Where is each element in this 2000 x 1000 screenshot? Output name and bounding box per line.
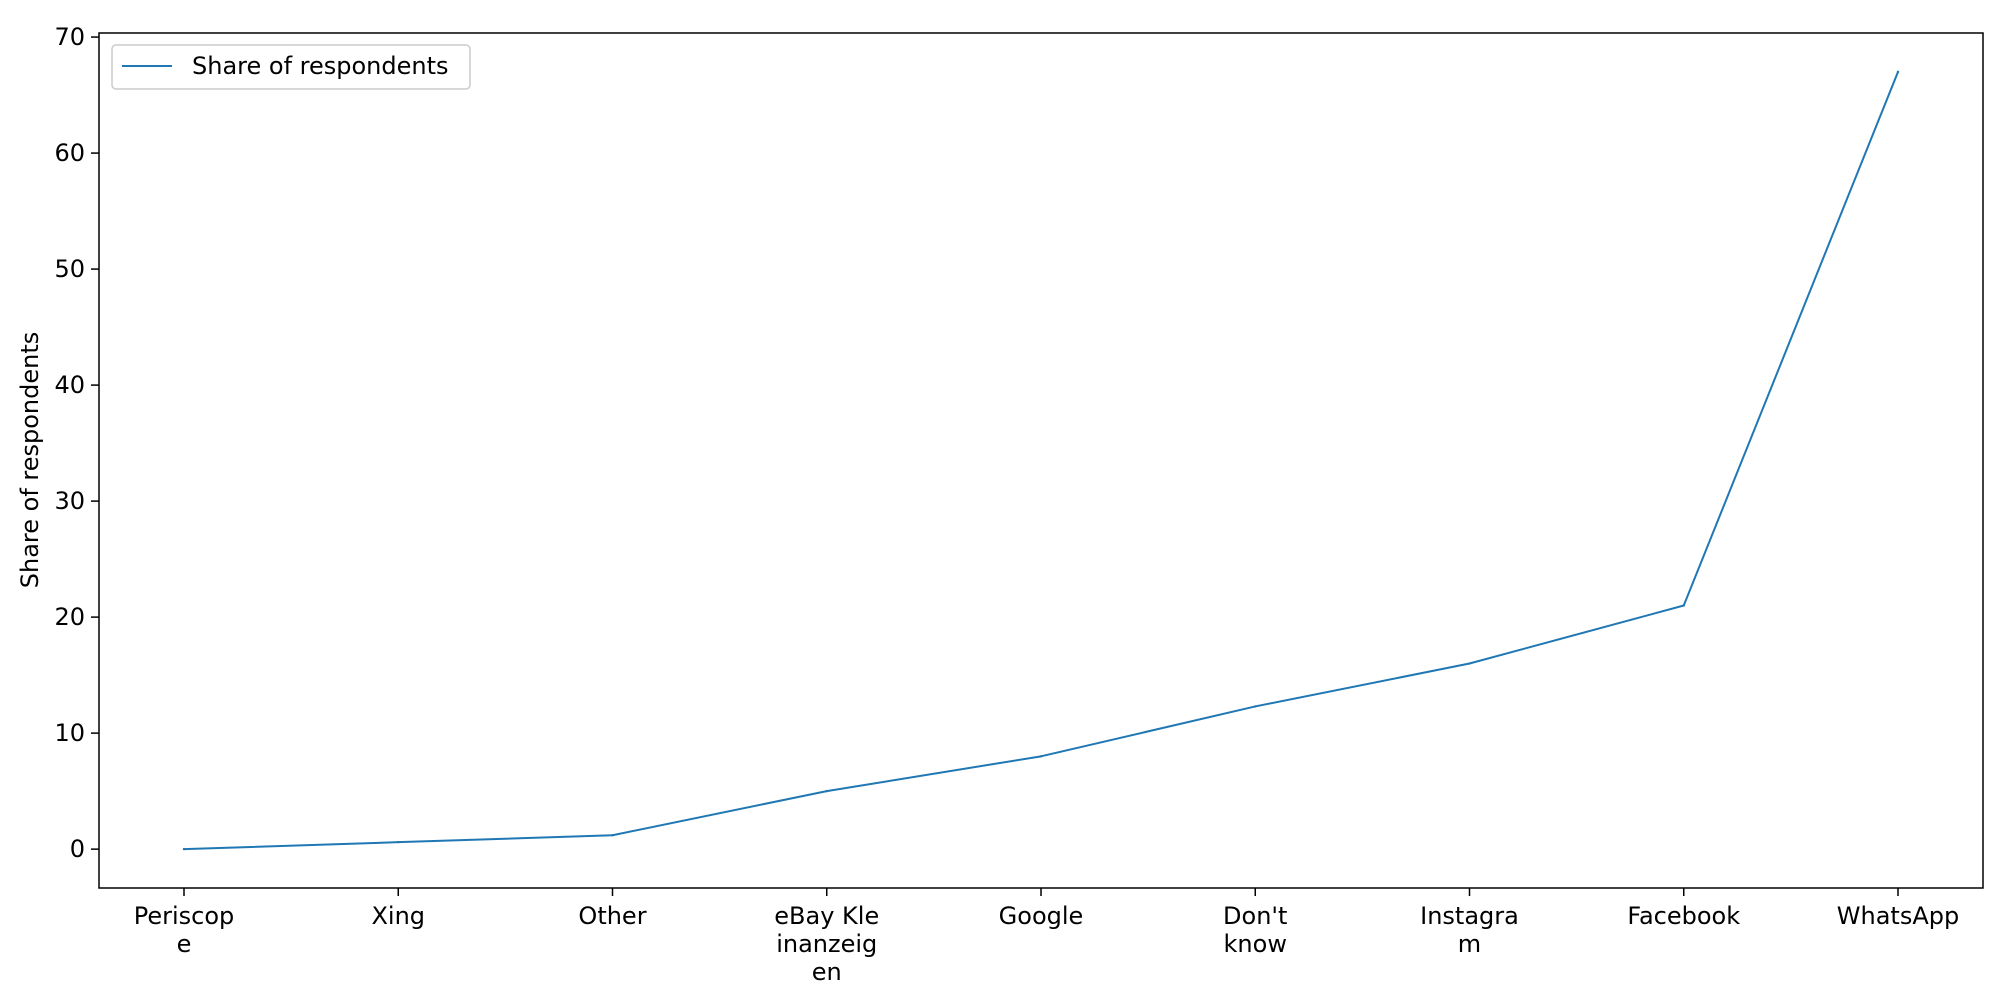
data-point <box>1468 662 1471 665</box>
x-tick-label: Xing <box>371 902 425 930</box>
x-tick-label: WhatsApp <box>1837 902 1959 930</box>
data-point <box>397 840 400 844</box>
plot-border <box>98 32 1984 889</box>
y-tick-label: 20 <box>54 603 85 631</box>
data-point <box>182 847 186 851</box>
x-tick-label: Facebook <box>1627 902 1740 930</box>
x-tick-label: Google <box>999 902 1084 930</box>
y-tick-label: 30 <box>54 487 85 515</box>
series-layer <box>182 70 1900 851</box>
plot-frame <box>98 32 1984 889</box>
x-axis-ticks: Periscop e Xing Other eBay Kle inanzeig en Goog… <box>134 888 1959 986</box>
y-tick-label: 50 <box>54 255 85 283</box>
y-tick-label: 40 <box>54 371 85 399</box>
legend: Share of respondents <box>111 44 471 90</box>
legend-label-share-of-respondents: Share of respondents <box>192 52 449 80</box>
y-tick-label: 10 <box>54 719 85 747</box>
data-point <box>1682 604 1685 607</box>
data-point <box>1896 70 1900 74</box>
data-point <box>825 789 828 793</box>
y-axis-ticks: 0 10 20 30 40 50 60 70 <box>54 23 99 863</box>
data-point <box>1039 755 1043 758</box>
x-tick-label: Periscop e <box>134 902 235 958</box>
legend-box <box>111 44 471 90</box>
y-tick-label: 70 <box>54 23 85 51</box>
x-tick-label: eBay Kle inanzeig en <box>774 902 879 986</box>
x-tick-label: Other <box>578 902 646 930</box>
series-line-0 <box>183 71 1899 851</box>
y-tick-label: 0 <box>70 835 85 863</box>
data-point <box>1254 705 1257 708</box>
x-tick-label: Instagra m <box>1420 902 1519 958</box>
y-axis-title: Share of respondents <box>16 332 44 589</box>
y-tick-label: 60 <box>54 139 85 167</box>
data-point <box>611 834 614 837</box>
x-tick-label: Don't know <box>1223 902 1287 958</box>
